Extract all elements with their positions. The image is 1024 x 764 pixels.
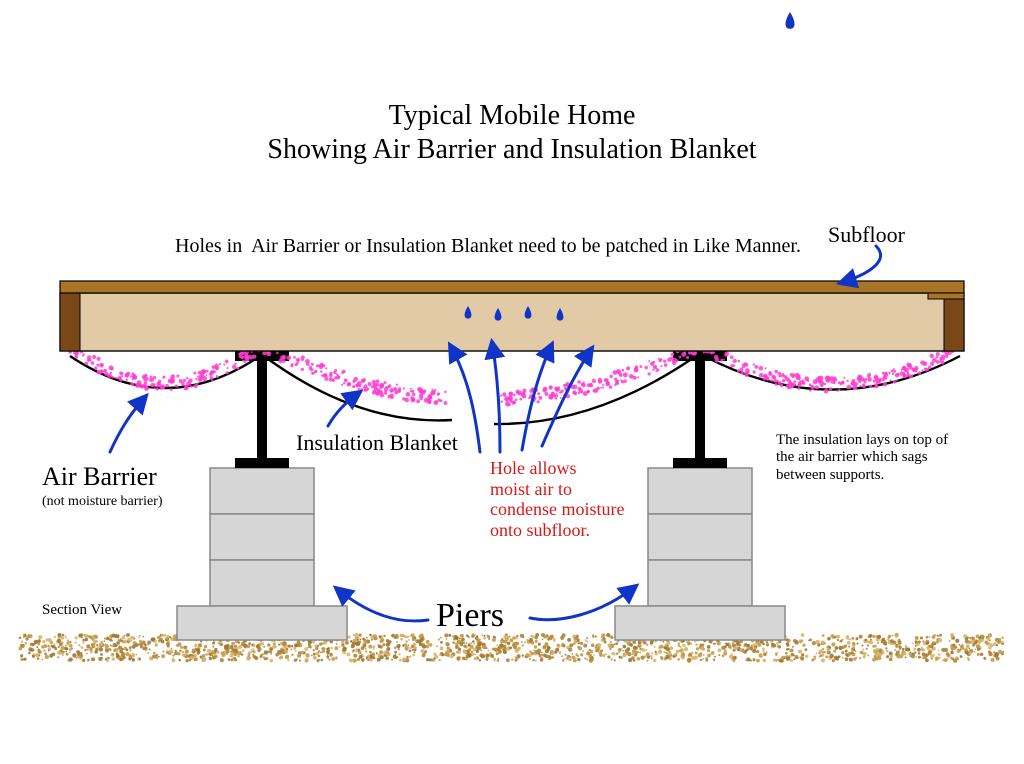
piers-label: Piers (436, 596, 504, 635)
air-barrier-seg-0 (70, 356, 260, 388)
insulation-blanket-label: Insulation Blanket (296, 430, 458, 455)
air-barrier-label: Air Barrier (42, 462, 157, 492)
insulation-1 (262, 342, 697, 406)
ground-sand (18, 633, 1004, 663)
condensation-drop-3 (557, 308, 564, 321)
title-line-2: Showing Air Barrier and Insulation Blank… (0, 134, 1024, 166)
moist-air-arrow-3 (522, 344, 552, 450)
moist-air-arrow-4 (542, 348, 592, 446)
subfloor-board (60, 281, 964, 293)
insulation-arrow (328, 392, 360, 426)
diagram-stage: Typical Mobile Home Showing Air Barrier … (0, 0, 1024, 764)
insulation-0 (68, 342, 261, 391)
air-barrier-arrow (110, 396, 146, 452)
subfloor-label: Subfloor (828, 222, 905, 247)
piers-arrow-right (530, 586, 636, 620)
insulation-2 (702, 340, 959, 393)
air-barrier-seg-2 (704, 356, 960, 390)
moist-air-arrow-2 (492, 342, 500, 452)
condensation-drop-1 (495, 308, 502, 321)
ibeam-1 (673, 351, 727, 468)
title-line-1: Typical Mobile Home (0, 100, 1024, 132)
stray-drop-icon (786, 12, 795, 29)
copyright-text: Copyright 2023 by Ray Thornburg (732, 322, 913, 337)
piers-arrow-left (336, 588, 428, 621)
air-barrier-sublabel: (not moisture barrier) (42, 494, 163, 510)
patch-note: Holes in Air Barrier or Insulation Blank… (175, 235, 801, 258)
hole-warning-text: Hole allows moist air to condense moistu… (490, 458, 624, 541)
subfloor-arrow (840, 246, 881, 283)
condensation-drop-0 (465, 306, 472, 319)
pier-1 (615, 468, 785, 640)
joist-end-left (60, 293, 80, 351)
condensation-drop-2 (525, 306, 532, 319)
sag-note: The insulation lays on top of the air ba… (776, 432, 948, 484)
floor-joists-label: Floor Joists (188, 310, 290, 335)
subfloor-lip (928, 293, 964, 299)
ibeam-0 (235, 351, 289, 468)
pier-0 (177, 468, 347, 640)
joist-end-right (944, 293, 964, 351)
air-barrier-seg-1 (264, 356, 696, 424)
section-view-label: Section View (42, 602, 122, 619)
